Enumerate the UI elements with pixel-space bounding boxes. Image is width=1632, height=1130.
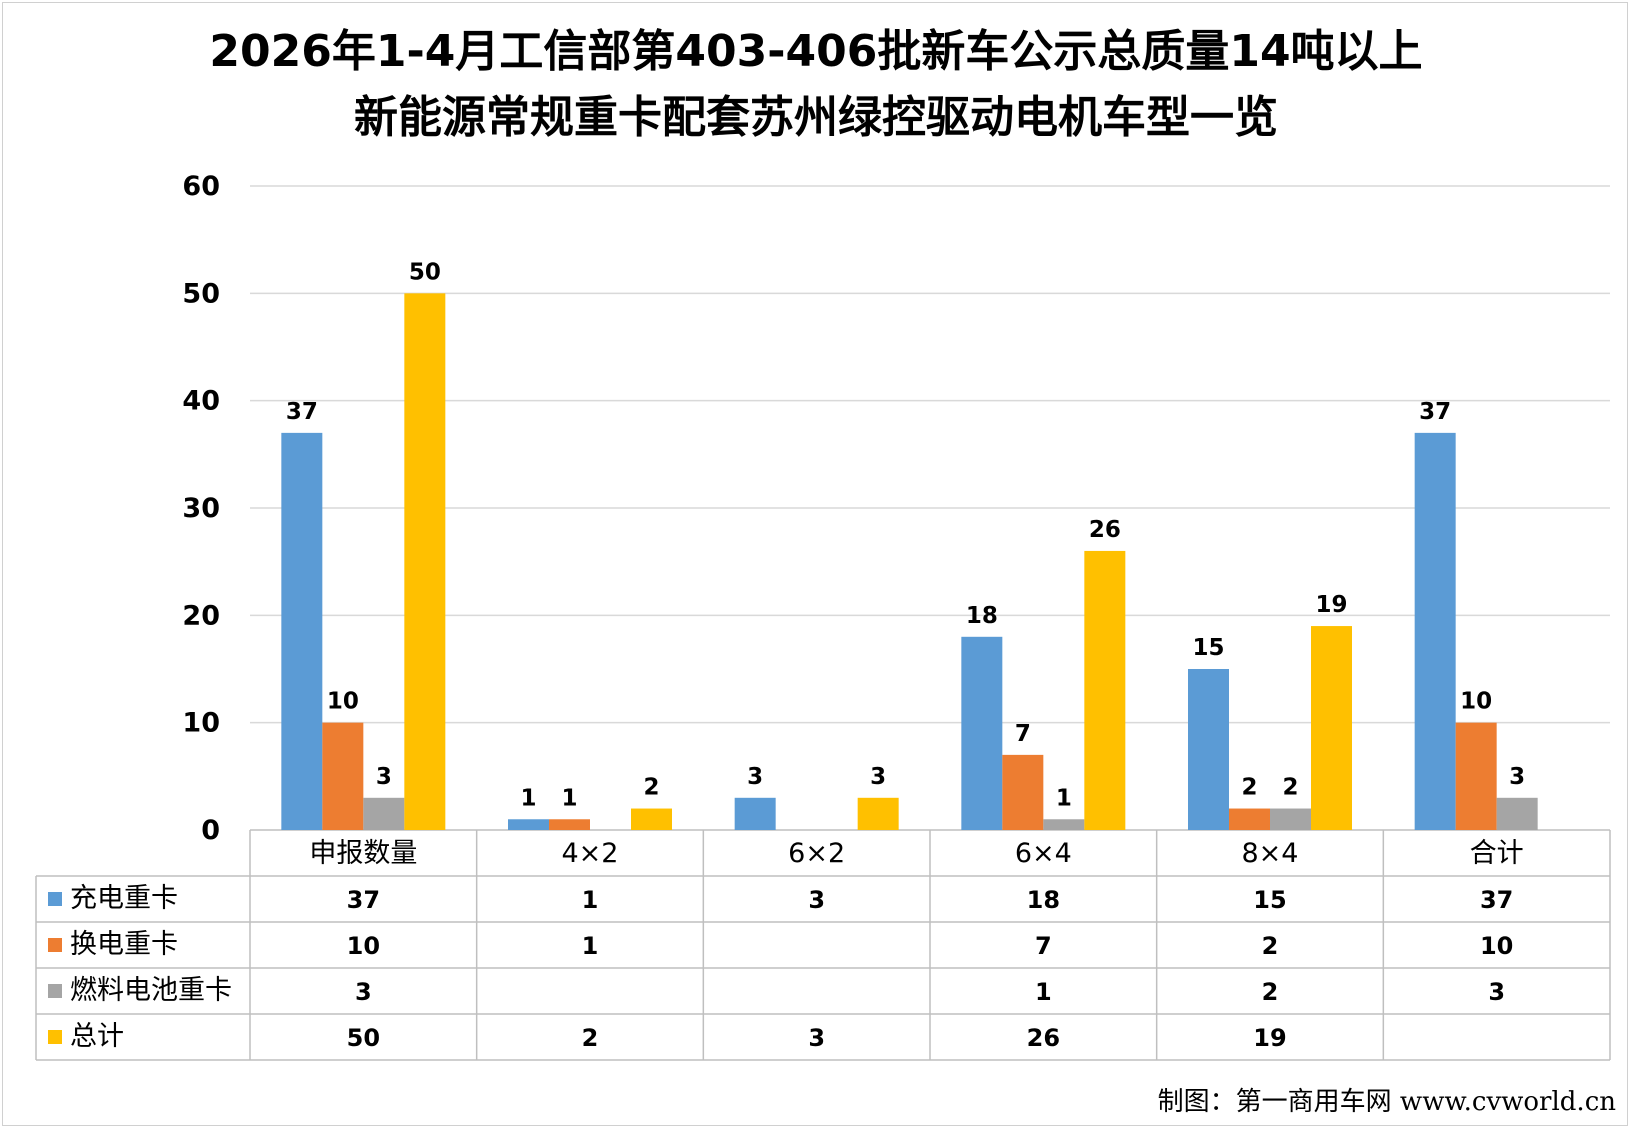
table-cell: 2 xyxy=(1262,932,1279,960)
data-label: 2 xyxy=(1241,775,1257,801)
data-label: 37 xyxy=(286,399,318,425)
x-category-label: 4×2 xyxy=(562,838,619,869)
gridlines xyxy=(250,185,1610,831)
table-cell: 7 xyxy=(1035,932,1052,960)
legend-series-name: 燃料电池重卡 xyxy=(70,975,232,1006)
bar xyxy=(404,293,446,830)
bar xyxy=(1229,808,1270,830)
table-cell: 1 xyxy=(582,886,599,914)
chart-title-line-2: 新能源常规重卡配套苏州绿控驱动电机车型一览 xyxy=(354,92,1278,143)
table-cell: 10 xyxy=(347,932,380,960)
legend-swatch xyxy=(48,938,62,952)
chart-credit: 制图：第一商用车网 www.cvworld.cn xyxy=(1158,1087,1617,1117)
table-cell: 19 xyxy=(1253,1024,1286,1052)
data-label: 3 xyxy=(747,764,763,790)
bar xyxy=(322,722,364,830)
data-label: 3 xyxy=(870,764,886,790)
y-tick-label: 20 xyxy=(182,600,220,631)
table-cell: 2 xyxy=(1262,978,1279,1006)
bar xyxy=(281,432,323,830)
table-cell: 3 xyxy=(1488,978,1505,1006)
data-label: 3 xyxy=(376,764,392,790)
data-label: 2 xyxy=(1282,775,1298,801)
table-cell: 50 xyxy=(347,1024,380,1052)
data-label: 1 xyxy=(1056,785,1072,811)
y-tick-label: 10 xyxy=(182,708,220,739)
bar xyxy=(1270,808,1311,830)
table-cell: 1 xyxy=(582,932,599,960)
legend-swatch xyxy=(48,984,62,998)
y-tick-label: 30 xyxy=(182,493,220,524)
data-label: 7 xyxy=(1015,721,1031,747)
legend-series-name: 换电重卡 xyxy=(70,929,178,960)
data-label: 26 xyxy=(1089,517,1121,543)
data-label: 1 xyxy=(520,785,536,811)
table-cell: 10 xyxy=(1480,932,1513,960)
y-tick-label: 40 xyxy=(182,386,220,417)
data-label: 19 xyxy=(1315,592,1347,618)
bar xyxy=(508,819,549,830)
bar xyxy=(1311,626,1352,830)
legend-swatch xyxy=(48,1030,62,1044)
y-tick-label: 60 xyxy=(182,171,220,202)
x-category-label: 6×2 xyxy=(788,838,845,869)
x-category-label: 6×4 xyxy=(1015,838,1072,869)
data-label: 18 xyxy=(966,603,998,629)
bar xyxy=(961,636,1003,830)
bar xyxy=(1084,550,1126,830)
table-cell: 26 xyxy=(1027,1024,1060,1052)
x-category-label: 合计 xyxy=(1470,838,1524,869)
data-label: 1 xyxy=(561,785,577,811)
table-cell: 37 xyxy=(347,886,380,914)
bar xyxy=(549,819,590,830)
table-cell: 3 xyxy=(808,886,825,914)
bars xyxy=(281,293,1538,830)
bar xyxy=(1043,819,1085,830)
table-cell: 1 xyxy=(1035,978,1052,1006)
y-axis-ticks: 0 10 20 30 40 50 60 xyxy=(182,171,220,846)
table-cell: 3 xyxy=(808,1024,825,1052)
table-cell: 2 xyxy=(582,1024,599,1052)
legend-series-name: 总计 xyxy=(70,1021,124,1052)
data-label: 50 xyxy=(409,259,441,285)
bar xyxy=(631,808,672,830)
bar xyxy=(857,797,899,830)
data-label: 3 xyxy=(1509,764,1525,790)
data-label: 2 xyxy=(643,775,659,801)
x-category-label: 8×4 xyxy=(1242,838,1299,869)
bar xyxy=(363,797,405,830)
chart-title-line-1: 2026年1-4月工信部第403-406批新车公示总质量14吨以上 xyxy=(209,26,1422,77)
x-category-label: 申报数量 xyxy=(309,838,417,869)
table-cell: 37 xyxy=(1480,886,1513,914)
bar xyxy=(1414,432,1456,830)
data-label: 10 xyxy=(327,689,359,715)
data-label: 10 xyxy=(1460,689,1492,715)
bar xyxy=(1002,754,1044,830)
legend-swatch xyxy=(48,892,62,906)
bar xyxy=(1496,797,1538,830)
table-cell: 3 xyxy=(355,978,372,1006)
table-cell: 18 xyxy=(1027,886,1060,914)
bar xyxy=(1188,669,1229,830)
data-label: 37 xyxy=(1419,399,1451,425)
legend-series-name: 充电重卡 xyxy=(70,883,178,914)
y-tick-label: 50 xyxy=(182,278,220,309)
y-tick-label: 0 xyxy=(201,815,220,846)
data-label: 15 xyxy=(1192,635,1224,661)
table-cell: 15 xyxy=(1253,886,1286,914)
bar xyxy=(734,797,776,830)
bar xyxy=(1455,722,1497,830)
